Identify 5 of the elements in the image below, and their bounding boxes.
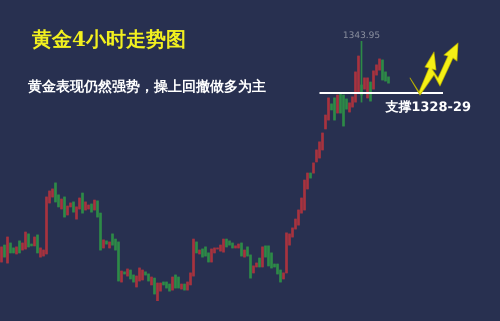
chart-title: 黄金4小时走势图 — [32, 26, 186, 53]
candlestick — [360, 41, 363, 102]
ref-line-label: 支撑1328-29 — [384, 100, 471, 115]
text: 黄金表现仍然强势，操上回撤做多为主 — [28, 78, 266, 96]
annotation: 1343.95 — [342, 30, 380, 41]
